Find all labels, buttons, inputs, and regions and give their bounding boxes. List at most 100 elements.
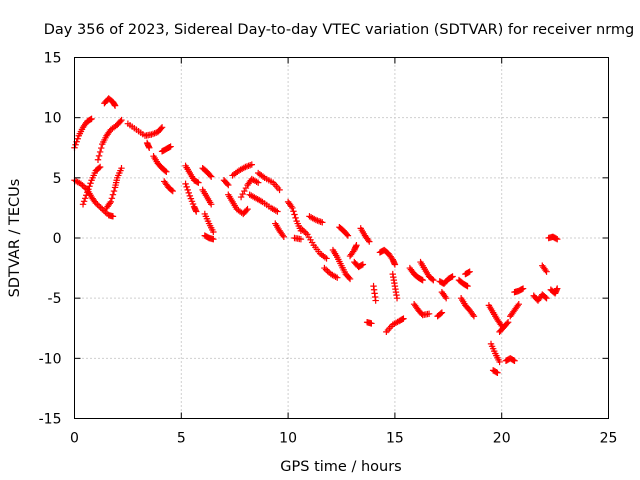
data-point: [359, 261, 367, 268]
data-point: [87, 180, 94, 187]
data-point: [429, 276, 436, 283]
data-point: [254, 179, 262, 186]
y-tick-label: 10: [44, 111, 62, 127]
data-point: [94, 156, 102, 163]
data-point: [280, 233, 288, 240]
data-point: [239, 190, 246, 198]
data-point: [554, 285, 561, 292]
x-tick-label: 0: [70, 431, 79, 447]
x-tick-label: 20: [493, 431, 511, 447]
x-tick-label: 10: [279, 431, 297, 447]
data-point: [224, 180, 231, 188]
data-point: [514, 302, 521, 309]
data-point: [109, 191, 117, 198]
data-point: [515, 300, 522, 308]
data-point: [442, 294, 450, 302]
y-tick-label: 5: [53, 171, 62, 187]
data-point: [552, 235, 560, 242]
data-point: [542, 294, 549, 301]
data-point: [441, 293, 449, 300]
data-point: [97, 204, 104, 211]
data-point: [324, 267, 331, 275]
data-point: [274, 208, 281, 215]
data-point: [111, 102, 119, 109]
y-axis-label: SDTVAR / TECUs: [7, 179, 23, 298]
data-point: [372, 297, 379, 304]
data-point: [210, 236, 217, 243]
data-point: [79, 201, 87, 208]
data-point: [87, 116, 94, 123]
data-point: [208, 201, 215, 208]
data-point: [297, 236, 305, 243]
data-point: [425, 310, 433, 318]
y-tick-label: -10: [39, 351, 62, 367]
data-point: [237, 193, 245, 201]
data-point: [437, 310, 445, 317]
data-point: [321, 264, 328, 272]
data-point: [163, 168, 170, 176]
data-point: [183, 183, 190, 191]
data-point: [118, 116, 125, 124]
data-point: [96, 163, 104, 171]
data-point: [118, 165, 125, 172]
data-point: [510, 356, 517, 364]
data-point: [322, 266, 330, 273]
data-point: [554, 236, 561, 243]
x-tick-label: 25: [600, 431, 618, 447]
data-point: [496, 358, 503, 366]
data-point: [248, 161, 255, 168]
x-tick-label: 5: [177, 431, 186, 447]
data-point: [208, 173, 215, 180]
data-point: [74, 135, 81, 142]
data-point: [346, 275, 354, 283]
data-point: [463, 282, 470, 289]
data-point: [300, 228, 308, 235]
data-point: [400, 315, 407, 322]
y-tick-label: 0: [53, 231, 62, 247]
data-point: [182, 180, 189, 188]
data-point: [503, 320, 511, 327]
data-point: [88, 115, 95, 123]
data-point: [72, 141, 79, 148]
data-point: [418, 276, 425, 283]
data-point: [438, 309, 446, 316]
data-point: [193, 208, 200, 215]
data-point: [110, 187, 118, 195]
data-point: [225, 181, 232, 189]
data-point: [542, 266, 549, 274]
y-tick-label: -5: [48, 291, 62, 307]
data-point: [543, 268, 550, 275]
data-point: [80, 198, 88, 205]
chart-title: Day 356 of 2023, Sidereal Day-to-day VTE…: [44, 22, 635, 38]
data-point: [146, 144, 153, 151]
data-point: [244, 205, 251, 213]
data-point: [289, 204, 296, 212]
data-point: [95, 202, 103, 210]
data-point: [106, 200, 113, 207]
data-point: [95, 152, 103, 160]
data-point: [279, 232, 286, 239]
data-point: [345, 274, 353, 281]
x-axis-label: GPS time / hours: [280, 459, 401, 475]
data-point: [358, 261, 365, 269]
data-point: [195, 179, 202, 186]
x-tick-label: 15: [386, 431, 404, 447]
data-point: [243, 207, 250, 214]
y-tick-label: 15: [44, 51, 62, 67]
data-point: [81, 195, 89, 202]
data-point: [84, 189, 91, 196]
data-point: [466, 268, 473, 275]
data-point: [464, 282, 471, 290]
data-point: [291, 211, 298, 218]
data-point: [430, 276, 437, 284]
data-point: [107, 198, 115, 206]
data-point: [169, 187, 176, 195]
data-point: [399, 316, 406, 323]
data-points: [71, 95, 561, 376]
data-point: [319, 219, 326, 226]
data-point: [290, 208, 297, 215]
data-point: [276, 186, 283, 194]
data-point: [365, 236, 372, 244]
data-point: [194, 178, 201, 186]
